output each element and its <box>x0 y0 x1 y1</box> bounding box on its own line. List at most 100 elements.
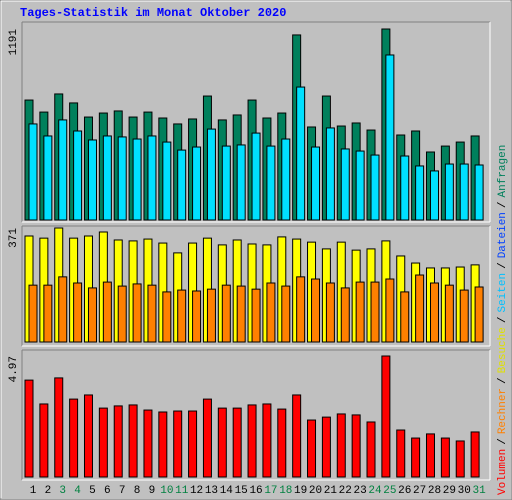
bar <box>311 146 321 221</box>
x-tick-label: 2 <box>45 485 52 497</box>
x-tick-label: 24 <box>368 485 382 497</box>
bar <box>69 398 79 478</box>
x-tick-label: 29 <box>443 485 456 497</box>
legend-entry: Volumen <box>497 449 509 495</box>
bar <box>102 135 112 221</box>
bar <box>351 414 361 478</box>
bar <box>43 284 53 343</box>
bar <box>400 155 410 221</box>
x-tick-label: 23 <box>354 485 367 497</box>
bar <box>325 127 335 221</box>
bar <box>102 281 112 343</box>
bar <box>381 355 391 478</box>
x-tick-label: 22 <box>339 485 352 497</box>
bar <box>266 145 276 221</box>
bar <box>54 377 64 478</box>
bar <box>162 141 172 221</box>
bar <box>28 284 38 343</box>
bar <box>98 407 108 478</box>
bar <box>474 286 484 343</box>
legend-separator: / <box>497 438 509 445</box>
bar <box>262 403 272 478</box>
bar <box>87 139 97 221</box>
bar <box>281 285 291 343</box>
x-tick-label: 14 <box>220 485 234 497</box>
bar <box>58 276 68 343</box>
bar <box>221 284 231 343</box>
bar <box>440 437 450 478</box>
bar <box>73 130 83 221</box>
x-tick-label: 28 <box>428 485 441 497</box>
legend-entry: Rechner <box>497 388 509 434</box>
bar <box>296 276 306 343</box>
bar <box>58 119 68 221</box>
bar <box>202 398 212 478</box>
bar <box>444 284 454 343</box>
chart-title: Tages-Statistik im Monat Oktober 2020 <box>20 6 286 20</box>
bar <box>266 282 276 343</box>
bar <box>321 416 331 478</box>
bar <box>370 154 380 221</box>
bar <box>177 289 187 343</box>
bar <box>192 146 202 221</box>
x-tick-label: 10 <box>160 485 173 497</box>
bar <box>385 278 395 343</box>
bar <box>425 433 435 478</box>
bar <box>87 287 97 343</box>
bar <box>147 135 157 221</box>
bar <box>206 288 216 343</box>
bar <box>444 163 454 221</box>
bar <box>128 404 138 478</box>
legend-entry: Anfragen <box>497 145 509 198</box>
bar <box>470 431 480 478</box>
x-tick-label: 7 <box>119 485 126 497</box>
y-tick-label: 1191 <box>8 29 20 56</box>
bar <box>132 283 142 343</box>
bar <box>307 419 317 478</box>
x-tick-label: 27 <box>413 485 426 497</box>
x-tick-label: 25 <box>383 485 396 497</box>
bar <box>411 437 421 478</box>
legend-entry: Besuche <box>497 327 509 373</box>
bar <box>251 132 261 221</box>
bar <box>143 409 153 478</box>
bar <box>217 407 227 478</box>
bar <box>117 136 127 221</box>
x-tick-label: 18 <box>279 485 292 497</box>
bar <box>396 429 406 478</box>
bar <box>221 145 231 221</box>
legend-separator: / <box>497 201 509 208</box>
bar <box>236 144 246 221</box>
bar <box>39 403 49 478</box>
bar <box>281 138 291 221</box>
bar <box>340 148 350 221</box>
x-tick-label: 9 <box>149 485 156 497</box>
bar <box>370 281 380 343</box>
bar <box>311 278 321 343</box>
x-tick-label: 21 <box>324 485 338 497</box>
bar <box>73 282 83 343</box>
x-tick-label: 13 <box>205 485 218 497</box>
bar <box>355 150 365 221</box>
bar <box>132 138 142 221</box>
bar <box>366 421 376 478</box>
bar <box>232 407 242 478</box>
bar <box>459 289 469 343</box>
bar <box>400 291 410 343</box>
y-tick-label: 4.97 <box>8 356 20 382</box>
x-tick-label: 15 <box>235 485 248 497</box>
bar <box>474 164 484 221</box>
bar <box>325 282 335 343</box>
bar <box>188 410 198 478</box>
bar <box>206 128 216 221</box>
x-tick-label: 1 <box>30 485 37 497</box>
x-tick-label: 11 <box>175 485 189 497</box>
bar <box>162 291 172 343</box>
bar <box>296 86 306 221</box>
x-tick-label: 16 <box>249 485 262 497</box>
legend-separator: / <box>497 262 509 269</box>
legend-entry: Seiten <box>497 273 509 313</box>
bar <box>43 135 53 221</box>
bar <box>173 410 183 478</box>
bar <box>24 379 34 478</box>
